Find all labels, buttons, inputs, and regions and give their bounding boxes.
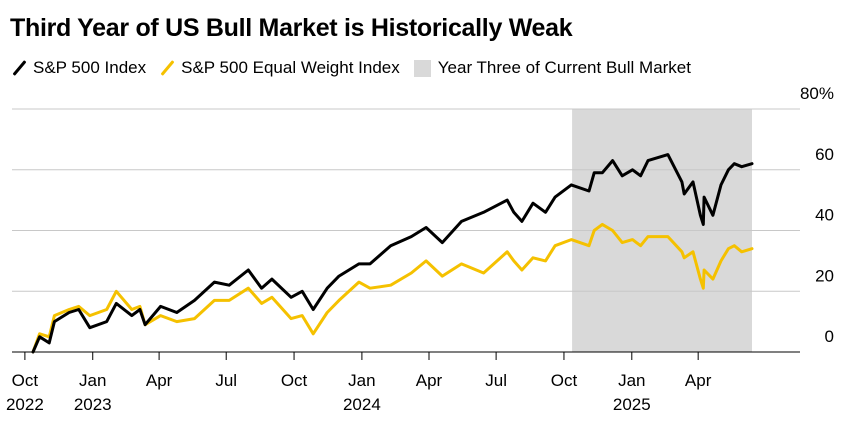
legend-label: S&P 500 Equal Weight Index (181, 58, 400, 77)
y-tick-label: 20 (815, 266, 834, 285)
x-tick-label: Apr (685, 371, 712, 390)
y-tick-label: 0 (825, 327, 834, 346)
x-tick-label: Jan (618, 371, 645, 390)
series-line-equal-weight (31, 222, 754, 354)
legend-item-year-three: Year Three of Current Bull Market (413, 58, 691, 78)
x-tick-year-label: 2024 (343, 395, 381, 414)
series-line-sp500 (31, 153, 754, 354)
legend-label: S&P 500 Index (33, 58, 147, 77)
x-tick-year-label: 2025 (613, 395, 651, 414)
legend-item-sp500: S&P 500 Index (12, 58, 146, 78)
chart-title: Third Year of US Bull Market is Historic… (10, 14, 573, 42)
legend: S&P 500 Index S&P 500 Equal Weight Index… (12, 57, 705, 79)
x-tick-label: Oct (551, 371, 578, 390)
y-tick-label: 80% (800, 84, 834, 103)
legend-item-equal-weight: S&P 500 Equal Weight Index (160, 58, 400, 78)
x-tick-label: Oct (281, 371, 308, 390)
x-tick-label: Jul (215, 371, 237, 390)
x-tick-label: Oct (12, 371, 39, 390)
legend-label: Year Three of Current Bull Market (437, 58, 691, 77)
legend-shade-icon (413, 59, 431, 77)
x-tick-label: Apr (146, 371, 173, 390)
x-tick-label: Jul (485, 371, 507, 390)
x-tick-label: Jan (79, 371, 106, 390)
y-tick-label: 60 (815, 145, 834, 164)
x-tick-year-label: 2022 (6, 395, 44, 414)
y-tick-label: 40 (815, 206, 834, 225)
x-tick-label: Apr (416, 371, 443, 390)
x-tick-label: Jan (348, 371, 375, 390)
x-tick-year-label: 2023 (74, 395, 112, 414)
